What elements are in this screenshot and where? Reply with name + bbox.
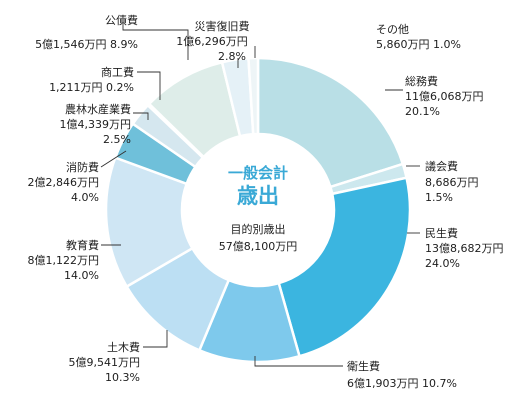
leader-line-8 bbox=[137, 71, 161, 100]
slice-label-5-percent: 14.0% bbox=[64, 269, 99, 282]
slice-label-6-name: 消防費 bbox=[66, 160, 99, 174]
slice-label-4-name: 土木費 bbox=[107, 340, 140, 354]
leader-line-7 bbox=[133, 112, 149, 120]
slice-label-4-amount: 5億9,541万円 bbox=[69, 356, 141, 369]
leader-lines-group bbox=[100, 22, 420, 367]
slice-label-2-percent: 24.0% bbox=[425, 257, 460, 270]
slice-label-0-amount: 11億6,068万円 bbox=[405, 90, 484, 103]
slice-label-9-amount-percent: 5億1,546万円 8.9% bbox=[35, 38, 138, 51]
slices-group bbox=[104, 56, 412, 364]
leader-line-9 bbox=[122, 22, 189, 60]
total-label: 目的別歳出 bbox=[231, 222, 286, 236]
total-value: 57億8,100万円 bbox=[219, 240, 298, 253]
slice-label-1-percent: 1.5% bbox=[425, 191, 453, 204]
slice-label-9-name: 公債費 bbox=[105, 13, 138, 27]
center-hole bbox=[182, 134, 334, 286]
slice-label-4-percent: 10.3% bbox=[105, 371, 140, 384]
slice-label-11-amount-percent: 5,860万円 1.0% bbox=[376, 38, 461, 51]
leader-line-6 bbox=[100, 150, 127, 168]
leader-line-3 bbox=[254, 356, 343, 367]
slice-label-6-amount: 2億2,846万円 bbox=[28, 176, 100, 189]
slice-label-10-amount: 1億6,296万円 bbox=[176, 35, 248, 48]
slice-label-7-amount: 1億4,339万円 bbox=[60, 118, 132, 131]
center-group: 一般会計 歳出 目的別歳出 57億8,100万円 bbox=[182, 134, 334, 286]
slice-label-3-name: 衛生費 bbox=[347, 359, 380, 373]
slice-label-5-amount: 8億1,122万円 bbox=[28, 254, 100, 267]
chart-title: 一般会計 bbox=[228, 164, 288, 182]
slice-label-7-percent: 2.5% bbox=[103, 133, 131, 146]
slice-label-8-name: 商工費 bbox=[101, 65, 134, 79]
slice-label-0-percent: 20.1% bbox=[405, 105, 440, 118]
slice-label-8-amount-percent: 1,211万円 0.2% bbox=[49, 81, 134, 94]
slice-label-2-name: 民生費 bbox=[425, 226, 458, 240]
chart-subtitle: 歳出 bbox=[237, 184, 279, 208]
slice-label-1-name: 議会費 bbox=[425, 159, 458, 173]
slice-label-5-name: 教育費 bbox=[66, 238, 99, 252]
slice-label-11-name: その他 bbox=[376, 23, 409, 36]
slice-label-6-percent: 4.0% bbox=[71, 191, 99, 204]
slice-label-1-amount: 8,686万円 bbox=[425, 176, 479, 189]
slice-label-2-amount: 13億8,682万円 bbox=[425, 242, 504, 255]
slice-label-10-percent: 2.8% bbox=[218, 50, 246, 63]
leader-line-4 bbox=[143, 330, 168, 348]
slice-label-0-name: 総務費 bbox=[405, 74, 438, 88]
slice-label-3-amount-percent: 6億1,903万円 10.7% bbox=[347, 377, 457, 390]
labels-group: 総務費 11億6,068万円 20.1% 議会費 8,686万円 1.5% 民生費 13億8,… bbox=[28, 13, 504, 390]
slice-label-7-name: 農林水産業費 bbox=[65, 102, 131, 116]
slice-label-10-name: 災害復旧費 bbox=[195, 19, 250, 33]
